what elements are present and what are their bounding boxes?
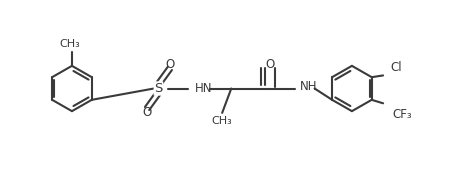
Text: Cl: Cl	[390, 61, 402, 74]
Text: O: O	[142, 106, 152, 119]
Text: HN: HN	[195, 82, 213, 95]
Text: O: O	[265, 58, 275, 71]
Text: NH: NH	[300, 80, 317, 93]
Text: CH₃: CH₃	[212, 116, 233, 126]
Text: S: S	[154, 82, 163, 95]
Text: O: O	[165, 58, 174, 71]
Text: CH₃: CH₃	[59, 39, 80, 49]
Text: CF₃: CF₃	[392, 108, 412, 121]
